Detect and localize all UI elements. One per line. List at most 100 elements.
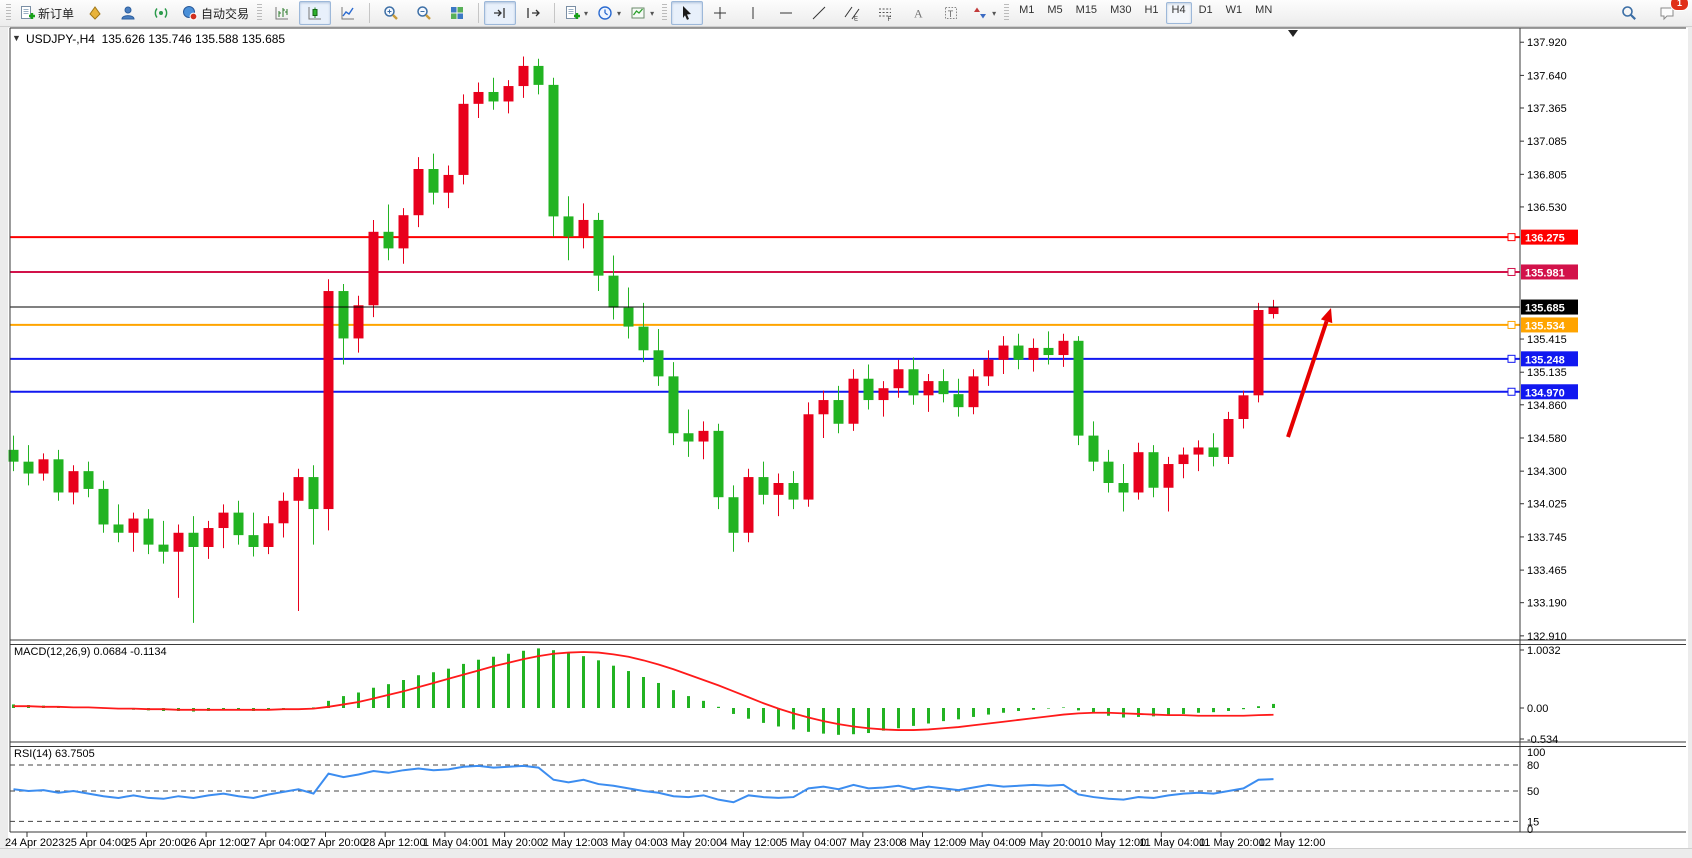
price-tick-label: 137.365 bbox=[1527, 103, 1567, 115]
chart-background bbox=[8, 28, 1688, 848]
timeframe-d1[interactable]: D1 bbox=[1198, 4, 1213, 16]
timeframe-m1[interactable]: M1 bbox=[1019, 4, 1035, 16]
periods-button[interactable]: ▾ bbox=[593, 1, 625, 25]
new-order-button[interactable]: 新订单 bbox=[15, 1, 78, 25]
bar-chart-icon bbox=[275, 7, 289, 20]
candlestick-chart-button[interactable] bbox=[299, 1, 332, 25]
fibonacci-icon: F bbox=[879, 8, 892, 21]
one-click-trading-expander[interactable]: ▼ bbox=[12, 33, 21, 43]
new-order-icon bbox=[21, 6, 35, 19]
price-tick-label: 134.025 bbox=[1527, 499, 1567, 511]
metaeditor-icon bbox=[89, 6, 101, 20]
svg-text:E: E bbox=[854, 17, 858, 22]
autotrading-button[interactable]: 自动交易 bbox=[178, 1, 253, 25]
date-label: 28 Apr 12:00 bbox=[363, 837, 425, 849]
horizontal-line-button[interactable] bbox=[770, 1, 802, 25]
date-label: 4 May 12:00 bbox=[721, 837, 782, 849]
person-icon bbox=[121, 6, 135, 20]
date-label: 10 May 12:00 bbox=[1080, 837, 1147, 849]
date-label: 25 Apr 20:00 bbox=[124, 837, 186, 849]
rsi-scale-label: 0 bbox=[1527, 824, 1533, 836]
timeframe-h4[interactable]: H4 bbox=[1165, 2, 1192, 24]
new-order-label: 新订单 bbox=[38, 6, 75, 21]
price-tick-label: 134.300 bbox=[1527, 466, 1567, 478]
vertical-line-icon bbox=[752, 7, 754, 19]
text-button[interactable]: A bbox=[902, 1, 934, 25]
chat-button[interactable]: 1 bbox=[1651, 0, 1689, 25]
cursor-icon bbox=[683, 6, 692, 20]
macd-scale-label: 0.00 bbox=[1527, 703, 1548, 715]
date-label: 26 Apr 12:00 bbox=[184, 837, 246, 849]
date-label: 11 May 04:00 bbox=[1139, 837, 1205, 849]
clock-icon bbox=[598, 6, 612, 20]
price-tick-label: 135.135 bbox=[1527, 367, 1567, 379]
crosshair-button[interactable] bbox=[704, 1, 736, 25]
macd-indicator-label: MACD(12,26,9) 0.0684 -0.1134 bbox=[14, 646, 167, 658]
text-icon: A bbox=[914, 7, 923, 21]
toolbar-grip[interactable] bbox=[6, 4, 11, 22]
macd-pane[interactable]: 1.0032 0.00 -0.534 bbox=[12, 645, 1561, 746]
timeframe-m5[interactable]: M5 bbox=[1047, 4, 1063, 16]
tile-windows-button[interactable] bbox=[441, 1, 473, 25]
fibonacci-button[interactable]: F bbox=[869, 1, 901, 25]
price-tick-label: 134.580 bbox=[1527, 433, 1567, 445]
macd-scale-label: 1.0032 bbox=[1527, 645, 1561, 657]
toolbar-grip[interactable] bbox=[1004, 4, 1010, 22]
cursor-button[interactable] bbox=[671, 1, 704, 25]
timeframe-m30[interactable]: M30 bbox=[1110, 4, 1132, 16]
rsi-indicator-label: RSI(14) 63.7505 bbox=[14, 748, 95, 760]
date-label: 8 May 12:00 bbox=[901, 837, 962, 849]
text-label-icon: T bbox=[945, 7, 958, 19]
price-tick-label: 133.190 bbox=[1527, 598, 1567, 610]
zoom-out-button[interactable] bbox=[408, 1, 440, 25]
metaeditor-button[interactable] bbox=[79, 1, 111, 25]
timeframe-h1[interactable]: H1 bbox=[1144, 4, 1159, 16]
equidistant-channel-button[interactable]: E bbox=[836, 1, 868, 25]
timeframe-m15[interactable]: M15 bbox=[1075, 4, 1098, 16]
chevron-down-icon: ▾ bbox=[617, 8, 622, 18]
price-tick-label: 135.415 bbox=[1527, 334, 1567, 346]
auto-scroll-button[interactable] bbox=[484, 1, 517, 25]
crosshair-icon bbox=[714, 7, 727, 19]
tile-windows-icon bbox=[451, 7, 464, 19]
date-label: 2 May 12:00 bbox=[542, 837, 603, 849]
rsi-scale-label: 50 bbox=[1527, 786, 1539, 798]
date-label: 7 May 23:00 bbox=[841, 837, 902, 849]
zoom-in-button[interactable] bbox=[375, 1, 407, 25]
horizontal-level-lines[interactable] bbox=[10, 236, 1520, 393]
templates-button[interactable]: ▾ bbox=[626, 1, 658, 25]
date-label: 5 May 04:00 bbox=[781, 837, 842, 849]
chevron-down-icon: ▾ bbox=[992, 8, 997, 18]
date-label: 25 Apr 04:00 bbox=[65, 837, 127, 849]
trendline-icon bbox=[812, 6, 826, 20]
chart-shift-marker[interactable] bbox=[1288, 30, 1298, 37]
text-label-button[interactable]: T bbox=[935, 1, 967, 25]
signals-button[interactable] bbox=[145, 1, 177, 25]
price-tick-label: 133.465 bbox=[1527, 565, 1567, 577]
rsi-scale-label: 15 bbox=[1527, 816, 1539, 828]
zoom-out-icon bbox=[417, 6, 431, 20]
bar-chart-button[interactable] bbox=[266, 1, 298, 25]
level-price-tag: 134.970 bbox=[1525, 387, 1565, 399]
trendline-button[interactable] bbox=[803, 1, 835, 25]
toolbar-grip[interactable] bbox=[257, 4, 263, 22]
level-price-tags[interactable]: 136.275 135.981 135.534 135.248 134.970 135.6… bbox=[1507, 229, 1578, 400]
indicators-button[interactable]: ▾ bbox=[560, 1, 592, 25]
line-chart-button[interactable] bbox=[332, 1, 364, 25]
search-button[interactable] bbox=[1613, 1, 1645, 25]
annotation-arrow[interactable] bbox=[1286, 320, 1329, 438]
timeframe-mn[interactable]: MN bbox=[1255, 4, 1273, 16]
market-button[interactable] bbox=[112, 1, 144, 25]
vertical-line-button[interactable] bbox=[737, 1, 769, 25]
annotation-arrow-head[interactable] bbox=[1320, 308, 1333, 324]
timeframe-w1[interactable]: W1 bbox=[1225, 4, 1243, 16]
date-label: 9 May 20:00 bbox=[1020, 837, 1081, 849]
arrows-button[interactable]: ▾ bbox=[968, 1, 1000, 25]
chart-shift-button[interactable] bbox=[517, 1, 549, 25]
toolbar-grip[interactable] bbox=[662, 4, 668, 22]
svg-text:F: F bbox=[888, 17, 892, 21]
candlesticks[interactable] bbox=[8, 56, 1279, 623]
